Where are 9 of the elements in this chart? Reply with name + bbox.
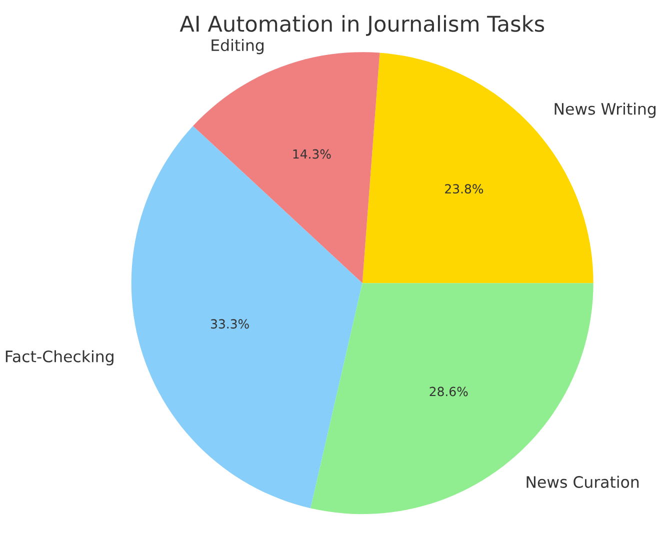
- slice-label: Editing: [212, 38, 264, 54]
- data-label: 33.3%: [211, 318, 249, 328]
- slice-label: News Writing: [554, 102, 656, 118]
- chart-title: AI Automation in Journalism Tasks: [180, 14, 544, 36]
- data-label: 23.8%: [445, 184, 484, 194]
- data-label: 14.3%: [293, 149, 331, 159]
- slice-label: Fact-Checking: [6, 350, 114, 366]
- data-label: 28.6%: [430, 386, 468, 396]
- slice-label: News Curation: [526, 476, 639, 488]
